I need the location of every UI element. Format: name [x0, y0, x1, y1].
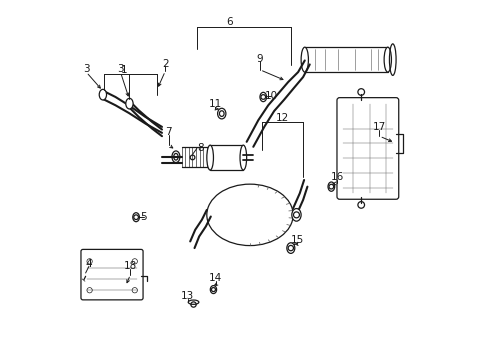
Ellipse shape: [384, 47, 392, 72]
Ellipse shape: [292, 208, 301, 221]
Bar: [210, 145, 244, 170]
Text: 15: 15: [291, 235, 304, 245]
Text: 5: 5: [141, 212, 147, 222]
Text: 18: 18: [124, 261, 137, 271]
Text: 4: 4: [86, 259, 92, 269]
Text: 7: 7: [165, 127, 172, 137]
Ellipse shape: [207, 145, 214, 170]
Text: 6: 6: [227, 17, 233, 27]
Text: 17: 17: [373, 122, 386, 132]
Text: 1: 1: [121, 65, 127, 75]
Ellipse shape: [301, 47, 308, 72]
Ellipse shape: [99, 89, 106, 100]
Text: 10: 10: [265, 91, 278, 101]
Text: 16: 16: [331, 172, 344, 183]
Text: 2: 2: [162, 59, 169, 69]
FancyBboxPatch shape: [81, 249, 143, 300]
Text: 13: 13: [181, 291, 195, 301]
Ellipse shape: [126, 98, 133, 109]
Bar: [305, 47, 388, 72]
Text: 11: 11: [208, 99, 222, 109]
Ellipse shape: [207, 184, 293, 246]
Text: 3: 3: [83, 64, 90, 74]
Ellipse shape: [240, 145, 246, 170]
Text: 8: 8: [197, 143, 203, 153]
Text: 9: 9: [257, 54, 263, 64]
Text: 14: 14: [209, 273, 222, 283]
Text: 12: 12: [275, 113, 289, 122]
Text: 3: 3: [117, 64, 124, 74]
FancyBboxPatch shape: [337, 98, 399, 199]
